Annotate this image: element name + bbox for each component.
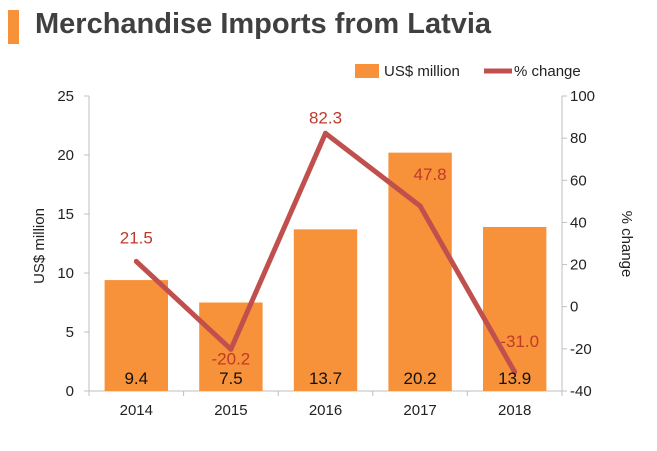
bar — [293, 229, 358, 391]
title-accent-bar — [8, 10, 19, 44]
y-tick-label: 20 — [57, 147, 74, 164]
y-axis-title: US$ million — [31, 208, 48, 284]
y-tick-label: 15 — [57, 206, 74, 223]
y-tick-label: 5 — [66, 324, 74, 341]
bar-data-label: 7.5 — [219, 369, 243, 388]
bar-data-label: 20.2 — [404, 369, 437, 388]
y2-axis-title: % change — [618, 211, 635, 278]
legend-line-label: % change — [514, 63, 581, 80]
y-tick-label: 10 — [57, 265, 74, 282]
line-data-label: -20.2 — [212, 349, 251, 368]
bar — [104, 280, 168, 391]
y2-tick-label: 80 — [570, 130, 587, 147]
bar-data-label: 9.4 — [124, 369, 148, 388]
line-data-label: 47.8 — [414, 165, 447, 184]
legend: US$ million % change — [355, 63, 581, 80]
line-point — [417, 203, 423, 209]
line-data-label: 82.3 — [309, 108, 342, 127]
y2-tick-label: 100 — [570, 88, 595, 105]
line-point — [323, 130, 328, 136]
legend-bar-label: US$ million — [384, 63, 460, 80]
y2-tick-label: 0 — [570, 299, 578, 316]
line-point — [133, 258, 139, 264]
line-data-label: 21.5 — [120, 228, 153, 247]
y2-tick-label: 60 — [570, 172, 587, 189]
bar-data-label: 13.7 — [309, 369, 342, 388]
line-point — [512, 369, 518, 375]
y2-tick-label: 40 — [570, 214, 587, 231]
x-tick-label: 2018 — [498, 402, 531, 419]
bar — [483, 226, 547, 391]
line-point — [228, 346, 234, 352]
y-tick-label: 0 — [66, 383, 74, 400]
page-title: Merchandise Imports from Latvia — [35, 8, 492, 40]
x-tick-label: 2017 — [403, 402, 436, 419]
y-tick-label: 25 — [57, 88, 74, 105]
legend-bar-swatch — [355, 64, 379, 78]
y2-tick-label: -20 — [570, 341, 592, 358]
bar-data-label: 13.9 — [498, 369, 531, 388]
x-tick-label: 2015 — [214, 402, 247, 419]
x-tick-label: 2016 — [309, 402, 342, 419]
y2-tick-label: -40 — [570, 383, 592, 400]
line-data-label: -31.0 — [500, 332, 539, 351]
y2-tick-label: 20 — [570, 257, 587, 274]
x-tick-label: 2014 — [120, 402, 153, 419]
